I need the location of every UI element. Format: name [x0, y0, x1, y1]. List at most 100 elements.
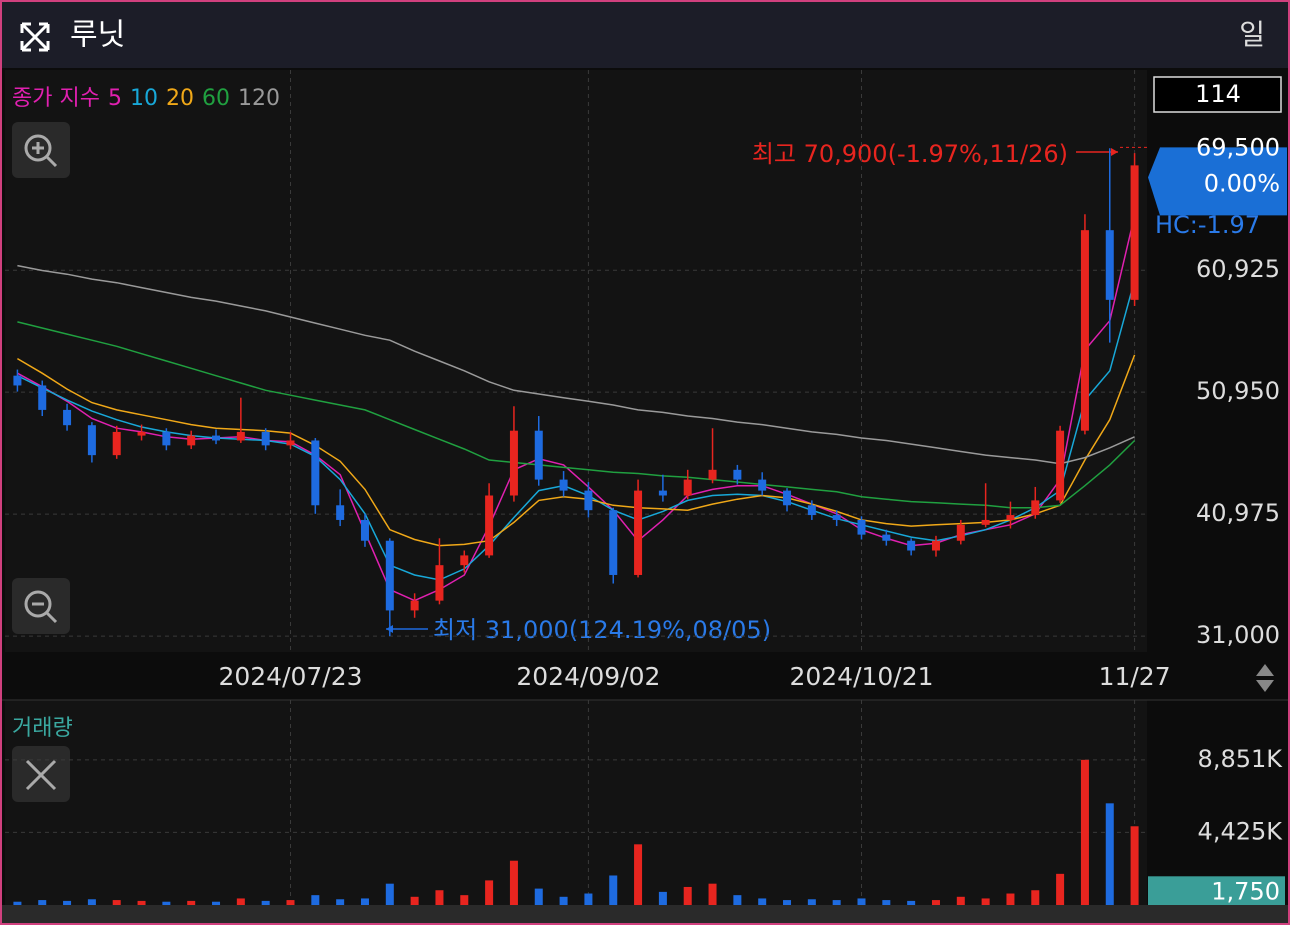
volume-bar: [832, 900, 841, 905]
volume-bar: [1031, 890, 1040, 905]
candle-body: [981, 519, 990, 525]
volume-bar: [485, 880, 494, 905]
volume-bar: [410, 896, 419, 905]
candle-body: [783, 490, 792, 506]
volume-bar: [733, 895, 742, 905]
candle-body: [758, 479, 767, 491]
volume-panel: [5, 700, 1147, 905]
y-tick-label: 31,000: [1196, 621, 1280, 649]
expand-icon[interactable]: [20, 22, 50, 52]
moving-average-line: [17, 354, 1136, 547]
volume-bar: [981, 898, 990, 905]
candle-body: [1006, 515, 1015, 520]
x-tick-label: 11/27: [1099, 662, 1171, 691]
current-price-label: 69,500: [1196, 133, 1280, 161]
bottom-strip: [0, 905, 1290, 925]
volume-bar: [509, 860, 518, 905]
volume-bar: [658, 891, 667, 905]
x-tick-label: 2024/10/21: [789, 662, 933, 691]
zoom-in-button[interactable]: [12, 122, 70, 178]
volume-bar: [1130, 826, 1139, 905]
legend-entry: 60: [202, 86, 230, 111]
volume-bar: [87, 899, 96, 905]
current-volume-label: 1,750: [1211, 877, 1280, 905]
volume-bar: [261, 900, 270, 905]
low-annotation: 최저 31,000(124.19%,08/05): [433, 616, 771, 644]
candle-body: [907, 540, 916, 551]
current-volume-box: [1148, 876, 1285, 905]
candle-body: [634, 490, 643, 575]
candle-body: [286, 440, 295, 446]
candle-body: [931, 540, 940, 551]
candle-body: [1056, 430, 1065, 501]
candle-body: [708, 469, 717, 480]
volume-bar: [807, 899, 816, 905]
candle-body: [385, 540, 394, 611]
price-panel: [5, 70, 1147, 652]
current-price-box: [1148, 147, 1287, 216]
candle-body: [311, 440, 320, 506]
candle-body: [559, 479, 568, 491]
candle-body: [832, 515, 841, 520]
volume-bar: [1080, 759, 1089, 905]
scroll-arrows[interactable]: [1256, 664, 1274, 692]
volume-bar: [1006, 893, 1015, 905]
volume-bar: [13, 901, 22, 905]
legend: 종가 지수 5 10 20 60 120: [12, 86, 280, 111]
volume-bar: [63, 900, 72, 905]
header-bar: [0, 0, 1290, 68]
volume-bar: [907, 900, 916, 905]
volume-bar: [460, 895, 469, 905]
candle-body: [162, 431, 171, 446]
volume-bar: [857, 898, 866, 905]
volume-title: 거래량: [12, 716, 73, 741]
current-change-label: 0.00%: [1204, 169, 1280, 197]
candle-body: [13, 375, 22, 386]
zoom-out-button[interactable]: [12, 578, 70, 634]
y-tick-label: 50,950: [1196, 377, 1280, 405]
candle-body: [485, 495, 494, 556]
volume-bar: [683, 886, 692, 905]
volume-bar: [38, 900, 47, 905]
volume-bar: [584, 893, 593, 905]
high-annotation: 최고 70,900(-1.97%,11/26): [752, 140, 1068, 168]
candle-body: [534, 430, 543, 480]
candle-body: [509, 430, 518, 496]
candle-body: [857, 519, 866, 535]
volume-bar: [236, 898, 245, 905]
y-tick-label: 40,975: [1196, 499, 1280, 527]
legend-label: 종가 지수: [12, 86, 100, 111]
volume-bar: [882, 900, 891, 905]
candle-body: [137, 431, 146, 436]
candle-body: [609, 510, 618, 575]
volume-bar: [931, 900, 940, 905]
period-button[interactable]: 일: [1239, 18, 1265, 51]
volume-bar: [212, 901, 221, 905]
hc-label: HC:-1.97: [1155, 211, 1260, 239]
price-box-text: 114: [1195, 80, 1241, 108]
volume-bar: [311, 895, 320, 905]
volume-bar: [1056, 873, 1065, 905]
volume-bar: [286, 900, 295, 905]
volume-bar: [609, 875, 618, 905]
high-arrow-head: [1111, 148, 1118, 156]
candle-body: [112, 431, 121, 456]
candle-body: [236, 431, 245, 441]
stock-name: 루닛: [70, 18, 125, 53]
candle-body: [733, 469, 742, 480]
candle-body: [683, 479, 692, 496]
close-volume-button[interactable]: [12, 746, 70, 802]
candle-body: [63, 409, 72, 426]
y-tick-label: 60,925: [1196, 255, 1280, 283]
volume-bar: [385, 883, 394, 905]
volume-bar: [1105, 803, 1114, 905]
candle-body: [1130, 165, 1139, 300]
candle-body: [38, 385, 47, 410]
volume-bar: [137, 900, 146, 905]
volume-bar: [758, 898, 767, 905]
y-tick-label: 4,425K: [1198, 817, 1284, 845]
volume-bar: [708, 883, 717, 905]
legend-entry: 20: [166, 86, 194, 111]
moving-average-line: [17, 321, 1136, 509]
candle-body: [187, 435, 196, 446]
